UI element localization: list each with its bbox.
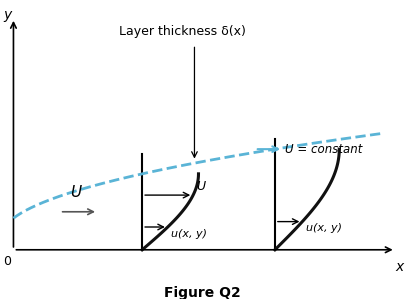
Text: U = constant: U = constant	[284, 143, 361, 156]
Text: U: U	[196, 180, 205, 193]
Text: Figure Q2: Figure Q2	[164, 286, 240, 299]
Text: u(x, y): u(x, y)	[171, 229, 207, 239]
Text: Layer thickness δ(x): Layer thickness δ(x)	[119, 25, 245, 38]
Text: x: x	[394, 260, 403, 274]
Text: y: y	[3, 8, 12, 22]
Text: 0: 0	[3, 255, 11, 268]
Text: U: U	[70, 185, 81, 200]
Text: u(x, y): u(x, y)	[305, 223, 341, 233]
